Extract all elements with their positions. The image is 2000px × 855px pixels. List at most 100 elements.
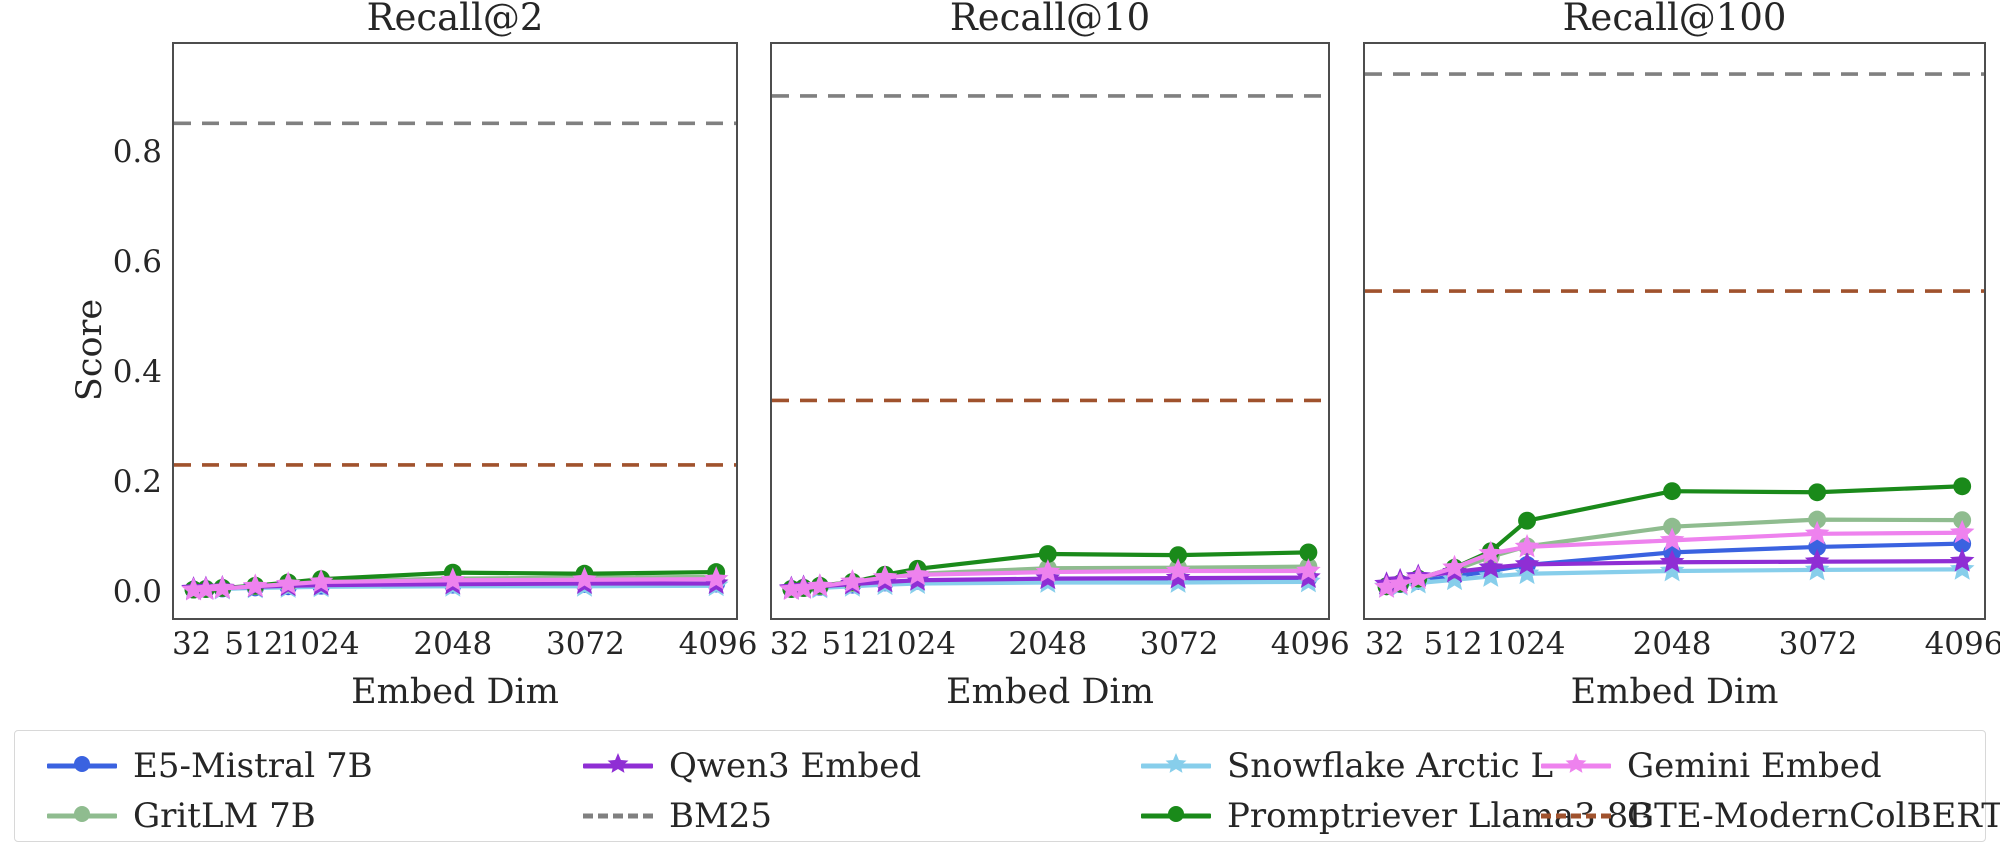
x-tick-label: 4096	[678, 626, 758, 662]
x-tick-label: 3072	[1778, 626, 1858, 662]
panel-recall-at-100: Recall@100 32 512 1024 2048 3072 4096 Embed D…	[1363, 0, 2000, 712]
data-point	[1659, 558, 1685, 582]
legend-label: GTE-ModernColBERT	[1627, 796, 2000, 836]
data-point	[703, 566, 729, 590]
data-point	[1478, 554, 1504, 579]
x-tick-label: 1024	[877, 626, 957, 662]
legend-swatch-line-marker-icon	[1139, 751, 1213, 781]
legend-swatch-line-marker-icon	[45, 751, 119, 781]
legend-swatch-dashed-line-icon	[581, 801, 655, 831]
plot-area[interactable]	[172, 42, 738, 620]
legend-item-promptriever-llama3-8b[interactable]: Promptriever Llama3 8B	[1139, 793, 1653, 839]
legend: E5-Mistral 7B GritLM 7B Qwen3 Embed BM25 Sno…	[14, 730, 2000, 842]
legend-item-e5-mistral-7b[interactable]: E5-Mistral 7B	[45, 743, 373, 789]
data-point	[440, 567, 466, 591]
y-tick-label: 0.8	[112, 134, 162, 171]
data-point	[242, 573, 268, 597]
data-point	[1514, 534, 1540, 558]
x-axis-ticks: 32 512 1024 2048 3072 4096	[770, 624, 1350, 668]
y-tick-label: 0.2	[112, 464, 162, 501]
data-point	[1804, 520, 1830, 545]
legend-label: Gemini Embed	[1627, 746, 1882, 786]
circle-marker-icon	[68, 800, 96, 832]
data-point	[1953, 477, 1972, 496]
data-point	[1804, 548, 1830, 573]
data-point	[1035, 559, 1061, 583]
y-axis-ticks: 0.0 0.2 0.4 0.6 0.8	[82, 42, 172, 620]
data-point	[1478, 540, 1504, 564]
data-point	[1405, 565, 1431, 590]
legend-item-gemini-embed[interactable]: Gemini Embed	[1539, 743, 1882, 789]
data-point	[1808, 537, 1827, 556]
x-axis-ticks: 32 512 1024 2048 3072 4096	[171, 624, 758, 668]
data-point	[807, 573, 833, 597]
panel-recall-at-10: Recall@10 32 512 1024 2048 3072 4096 Embed Di…	[770, 0, 1350, 712]
legend-item-qwen3-embed[interactable]: Qwen3 Embed	[581, 743, 921, 789]
legend-item-bm25[interactable]: BM25	[581, 793, 772, 839]
data-point	[1165, 565, 1191, 589]
data-point	[1038, 545, 1057, 563]
data-point	[905, 561, 930, 586]
data-point	[275, 571, 301, 595]
data-point	[1165, 558, 1191, 582]
data-point	[1387, 571, 1413, 595]
legend-label: GritLM 7B	[133, 796, 316, 836]
panel-title: Recall@2	[366, 0, 544, 39]
legend-swatch-line-marker-icon	[581, 751, 655, 781]
data-point	[1949, 556, 1975, 580]
legend-item-gte-moderncolbert[interactable]: GTE-ModernColBERT	[1539, 793, 2000, 839]
data-point	[1514, 560, 1540, 585]
star-marker-icon	[604, 750, 632, 782]
legend-label: BM25	[669, 796, 773, 836]
x-tick-label: 512	[1423, 626, 1483, 662]
panel-title: Recall@100	[1562, 0, 1787, 39]
plot-svg	[1365, 44, 1984, 598]
data-point	[210, 575, 235, 599]
data-point	[1663, 482, 1682, 501]
data-point	[308, 569, 334, 593]
circle-marker-icon	[68, 750, 96, 782]
series-gemini-embed[interactable]	[181, 566, 729, 601]
legend-swatch-line-marker-icon	[1539, 751, 1613, 781]
plot-svg	[772, 44, 1328, 601]
y-tick-label: 0.4	[112, 354, 162, 391]
plot-area[interactable]	[1363, 42, 1986, 620]
data-point	[791, 575, 816, 599]
x-tick-label: 1024	[280, 626, 360, 662]
data-point	[1663, 517, 1682, 536]
x-axis-ticks: 32 512 1024 2048 3072 4096	[1363, 624, 2000, 668]
plot-area[interactable]	[770, 42, 1330, 620]
y-tick-label: 0.6	[112, 244, 162, 281]
legend-label: Qwen3 Embed	[669, 746, 922, 786]
x-tick-label: 512	[821, 626, 881, 662]
x-tick-label: 32	[171, 626, 212, 662]
legend-swatch-line-marker-icon	[1139, 801, 1213, 831]
data-point	[1299, 543, 1318, 562]
x-tick-label: 2048	[1632, 626, 1712, 662]
x-tick-label: 1024	[1486, 626, 1566, 662]
legend-item-snowflake-arctic-l[interactable]: Snowflake Arctic L	[1139, 743, 1553, 789]
series-gemini-embed[interactable]	[1374, 519, 1975, 598]
data-point	[1659, 527, 1685, 551]
plot-svg	[174, 44, 736, 601]
x-tick-label: 32	[1364, 626, 1405, 662]
data-point	[1442, 554, 1467, 579]
panel-recall-at-2: Recall@2 32 512 1024 2048 3072 4096 Embed Dim	[172, 0, 758, 712]
data-point	[1949, 548, 1975, 572]
x-tick-label: 2048	[413, 626, 493, 662]
data-point	[1659, 549, 1685, 573]
legend-swatch-dashed-line-icon	[1539, 801, 1613, 831]
data-point	[572, 566, 597, 591]
data-point	[1514, 551, 1540, 575]
legend-swatch-line-marker-icon	[45, 801, 119, 831]
series-gemini-embed[interactable]	[779, 558, 1321, 601]
star-marker-icon	[1562, 750, 1590, 782]
circle-marker-icon	[1162, 800, 1190, 832]
x-tick-label: 2048	[1008, 626, 1088, 662]
legend-item-gritlm-7b[interactable]: GritLM 7B	[45, 793, 316, 839]
panel-title: Recall@10	[949, 0, 1151, 39]
y-axis-label: Score	[70, 298, 110, 402]
data-point	[840, 569, 865, 593]
x-tick-label: 3072	[545, 626, 625, 662]
